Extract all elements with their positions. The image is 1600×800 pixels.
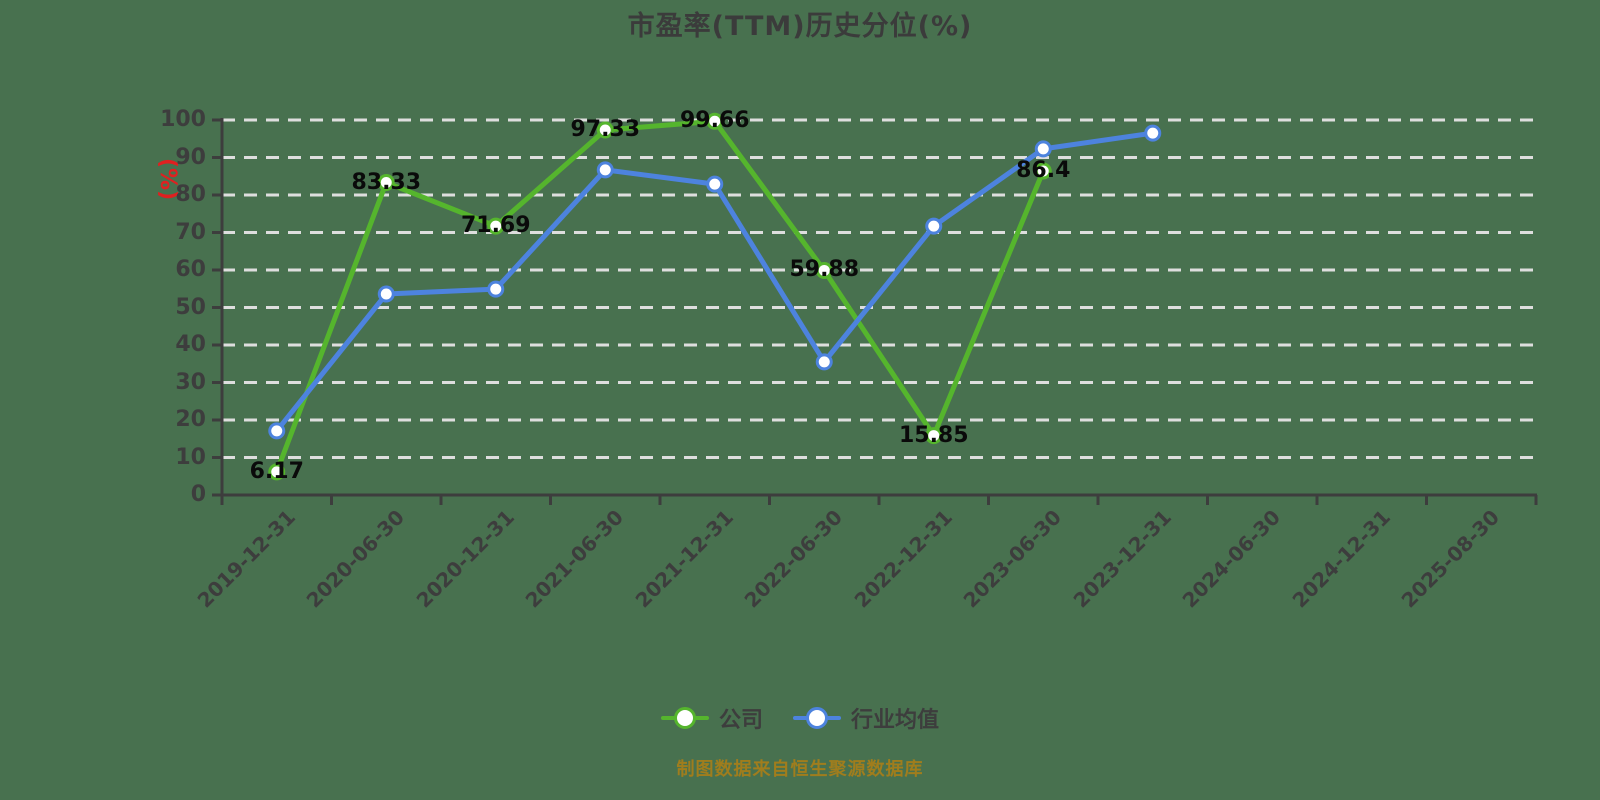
industry-data-point — [1144, 124, 1162, 142]
data-point-label: 59.88 — [789, 257, 860, 283]
y-tick-label: 60 — [175, 257, 206, 282]
company-data-point — [706, 112, 724, 130]
y-tick-label: 30 — [175, 369, 206, 395]
legend: 公司 行业均值 — [0, 702, 1600, 734]
legend-label-industry: 行业均值 — [851, 708, 940, 733]
data-point-label: 99.66 — [679, 108, 750, 134]
y-tick-label: 100 — [160, 107, 206, 132]
data-point-label: 86.4 — [1016, 158, 1071, 183]
data-point-label: 83.33 — [351, 169, 422, 195]
industry-data-point — [1034, 140, 1052, 158]
legend-label-company: 公司 — [718, 708, 763, 733]
data-point-label: 15.85 — [898, 422, 969, 448]
company-series-line — [274, 118, 1046, 475]
legend-item-industry[interactable]: 行业均值 — [793, 702, 939, 734]
y-tick-label: 20 — [175, 407, 206, 432]
y-tick-label: 40 — [175, 332, 206, 357]
y-tick-label: 90 — [175, 144, 206, 170]
company-data-point — [377, 174, 395, 192]
company-data-point — [815, 261, 833, 279]
industry-data-point — [268, 422, 286, 440]
y-tick-label: 0 — [190, 482, 206, 507]
industry-series-marker-icon — [793, 707, 841, 729]
data-source-caption: 制图数据来自恒生聚源数据库 — [676, 759, 924, 780]
chart-title: 市盈率(TTM)历史分位(%) — [627, 11, 973, 42]
industry-data-point — [377, 285, 395, 303]
industry-data-point — [706, 175, 724, 193]
industry-data-point — [487, 280, 505, 298]
y-tick-label: 70 — [175, 219, 206, 245]
y-tick-label: 10 — [175, 444, 206, 470]
data-point-label: 6.17 — [249, 458, 304, 484]
y-tick-label: 80 — [175, 182, 206, 207]
company-data-point — [268, 463, 286, 481]
data-point-label: 71.69 — [460, 213, 531, 239]
company-data-point — [487, 217, 505, 235]
company-data-point — [1034, 162, 1052, 180]
company-data-point — [925, 427, 943, 445]
company-series-marker-icon — [660, 707, 709, 729]
industry-data-point — [596, 161, 614, 179]
y-tick-label: 50 — [175, 294, 206, 320]
legend-item-company[interactable]: 公司 — [660, 702, 763, 734]
industry-data-point — [925, 217, 943, 235]
industry-data-point — [815, 353, 833, 371]
data-point-label: 97.33 — [570, 117, 641, 142]
company-data-point — [596, 121, 614, 139]
